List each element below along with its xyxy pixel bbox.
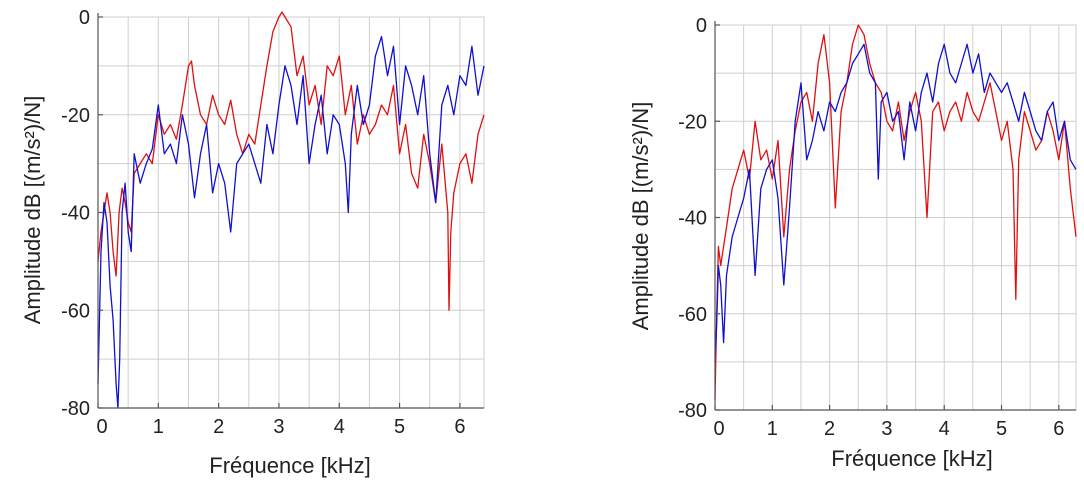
y-tick-label-right: 0: [696, 15, 707, 37]
y-tick-label-left: -20: [61, 105, 90, 127]
chart-right: 0 1 2 3 4 5 6 -80 -60 -40 -20 0 Fréquence [kHz] Amp…: [628, 15, 1077, 471]
x-tick-label-left: 4: [334, 416, 345, 438]
x-tick-label-right: 6: [1053, 418, 1064, 440]
y-axis-label-left: Amplitude dB [(m/s²)/N]: [20, 96, 45, 325]
y-tick-label-left: -60: [61, 300, 90, 322]
tick-labels-right: 0 1 2 3 4 5 6 -80 -60 -40 -20 0: [678, 15, 1064, 440]
x-tick-label-left: 6: [454, 416, 465, 438]
y-tick-label-right: -80: [678, 400, 707, 422]
x-tick-label-right: 0: [713, 418, 724, 440]
y-tick-label-right: -20: [678, 111, 707, 133]
axes-left: [97, 13, 484, 409]
y-tick-label-left: -80: [61, 398, 90, 420]
x-tick-label-right: 3: [881, 418, 892, 440]
chart-left: 0 1 2 3 4 5 6 -80 -60 -40 -20 0 Fréquence [kHz] Amp…: [20, 7, 485, 478]
x-tick-label-right: 5: [996, 418, 1007, 440]
y-tick-label-left: 0: [79, 7, 90, 29]
x-tick-label-right: 1: [767, 418, 778, 440]
plot-area-right: [714, 24, 1077, 401]
x-tick-label-left: 2: [213, 416, 224, 438]
x-tick-label-right: 2: [824, 418, 835, 440]
x-tick-label-left: 5: [394, 416, 405, 438]
grid-lines-right: [714, 24, 1077, 411]
plot-area-left: [97, 11, 485, 409]
x-axis-label-left: Fréquence [kHz]: [209, 453, 370, 478]
x-tick-label-left: 0: [96, 416, 107, 438]
series-line-blue-left: [97, 35, 485, 409]
x-axis-label-right: Fréquence [kHz]: [831, 446, 992, 471]
series-line-red-left: [97, 11, 485, 311]
grid-lines-left: [97, 16, 485, 409]
x-tick-label-right: 4: [939, 418, 950, 440]
series-line-red-right: [714, 24, 1077, 401]
tick-labels-left: 0 1 2 3 4 5 6 -80 -60 -40 -20 0: [61, 7, 465, 438]
y-axis-label-right: Amplitude dB [(m/s²)/N]: [628, 102, 653, 331]
x-tick-label-left: 3: [273, 416, 284, 438]
x-tick-label-left: 1: [153, 416, 164, 438]
series-line-blue-right: [714, 43, 1077, 362]
y-tick-label-left: -40: [61, 203, 90, 225]
y-tick-label-right: -40: [678, 208, 707, 230]
y-tick-label-right: -60: [678, 304, 707, 326]
axes-right: [714, 21, 1076, 411]
